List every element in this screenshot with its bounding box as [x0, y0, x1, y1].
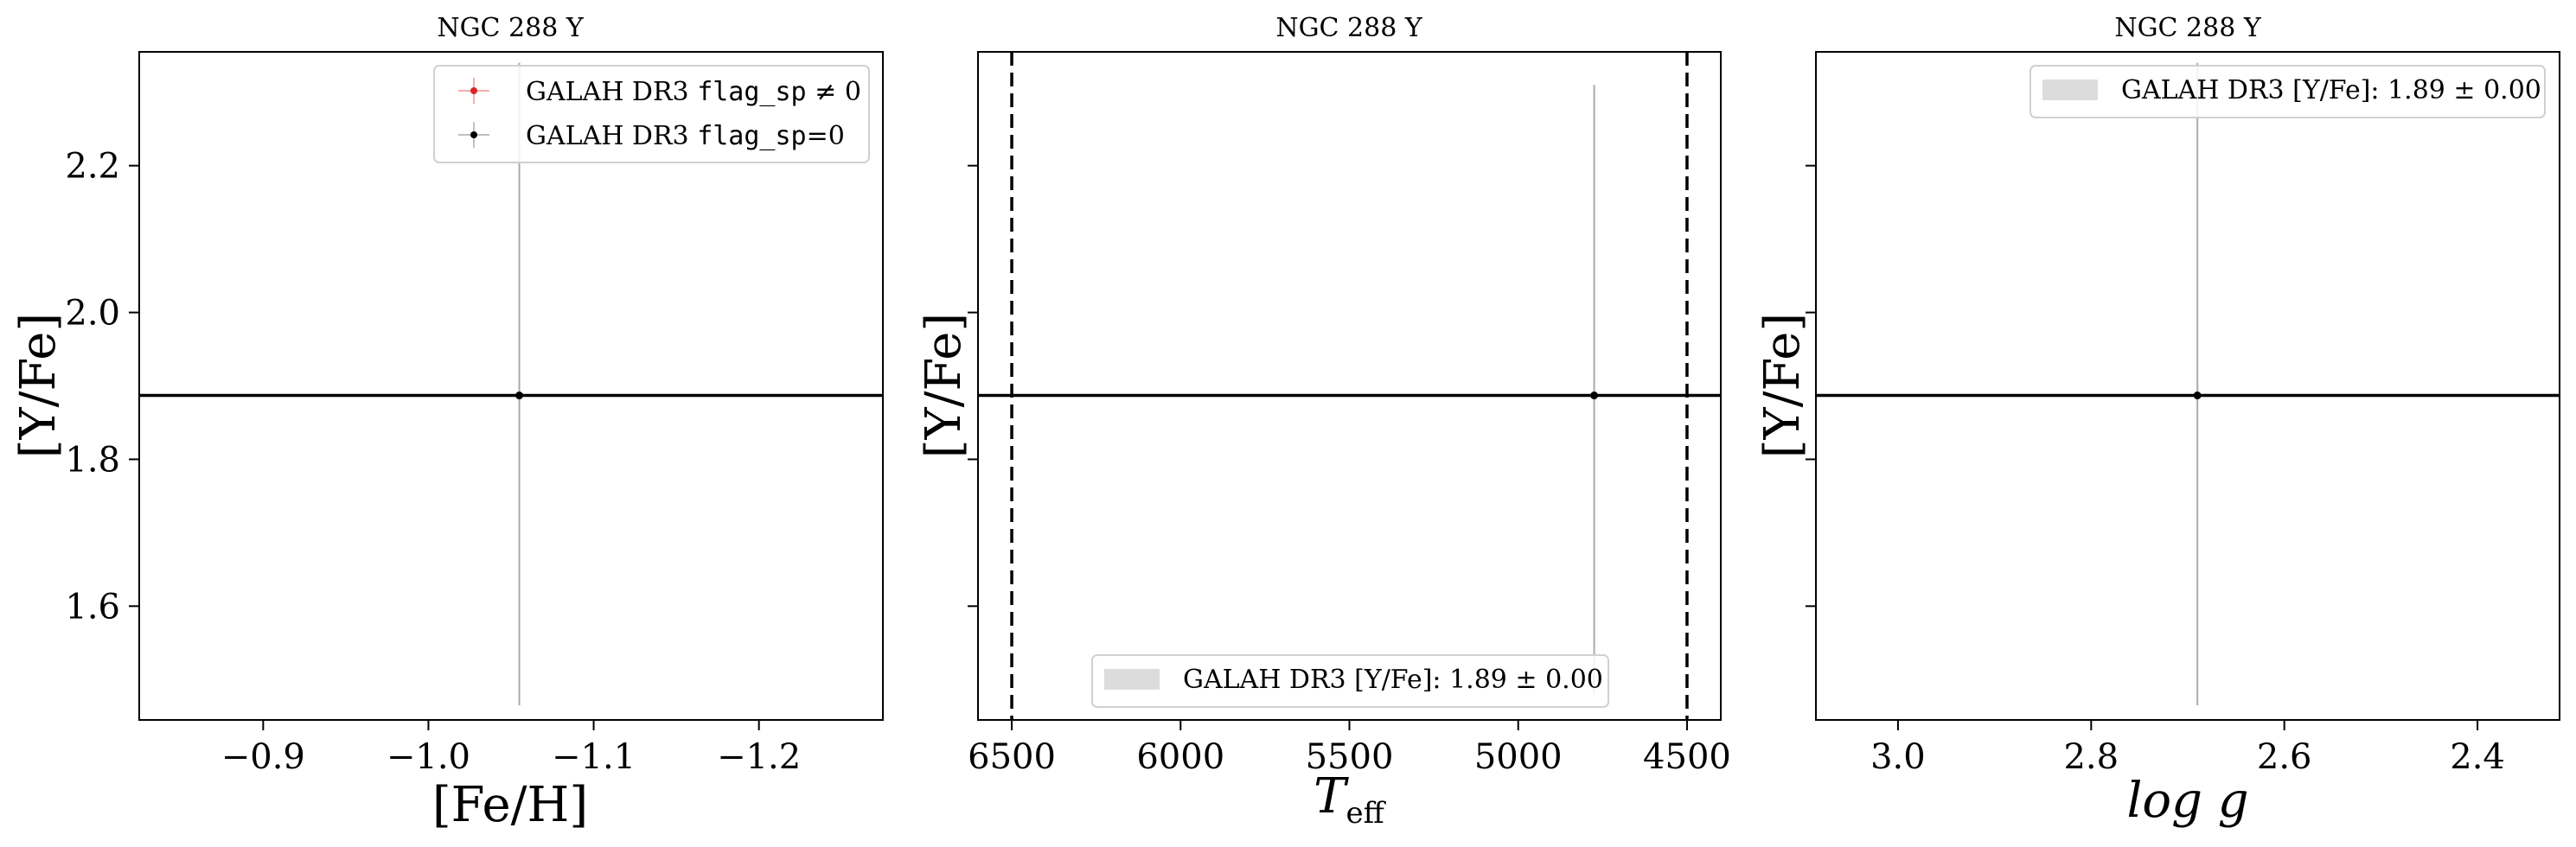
x-tick-label: −0.9 [221, 737, 305, 777]
panel-1-title: NGC 288 Y [437, 13, 585, 43]
x-tick-label: −1.0 [387, 737, 470, 777]
data-point [1590, 392, 1599, 400]
x-tick-label: 5000 [1474, 737, 1563, 777]
legend-patch [2042, 80, 2098, 100]
legend-entry-galah: GALAH DR3 [Y/Fe]: 1.89 ± 0.00 [2121, 75, 2541, 105]
data-point [2193, 392, 2202, 400]
panel-3-ticks: 3.0 2.8 2.6 2.4 [1806, 164, 2505, 777]
legend-marker-flag-nonzero [458, 78, 489, 104]
x-tick-label: 2.6 [2257, 737, 2312, 777]
panel-1-frame [138, 51, 884, 721]
panel-2-legend: GALAH DR3 [Y/Fe]: 1.89 ± 0.00 [1091, 654, 1609, 708]
panel-teff: NGC 288 Y 6500 6000 5500 5000 4500 GALAH DR3… [916, 13, 1731, 831]
panel-2-xlabel: Teff [1314, 768, 1386, 831]
panel-3-title: NGC 288 Y [2114, 13, 2262, 43]
legend-entry-prefix: GALAH DR3 [526, 77, 697, 107]
data-point [515, 392, 524, 400]
legend-box [433, 65, 870, 163]
x-tick-label: 2.4 [2450, 737, 2505, 777]
legend-entry-galah: GALAH DR3 [Y/Fe]: 1.89 ± 0.00 [1183, 665, 1603, 695]
legend-entry-suffix: =0 [807, 121, 845, 151]
panel-feh: NGC 288 Y −0.9 −1.0 −1.1 −1.2 1.6 1.8 2.0 2.2 G… [10, 13, 884, 833]
x-tick-label: 5500 [1306, 737, 1394, 777]
panel-3-xlabel: log g [2126, 773, 2248, 829]
legend-entry-prefix: GALAH DR3 [526, 121, 697, 151]
y-tick-label: 2.0 [65, 294, 120, 334]
panel-2-title: NGC 288 Y [1275, 13, 1423, 43]
legend-patch [1104, 669, 1160, 690]
panel-3-legend: GALAH DR3 [Y/Fe]: 1.89 ± 0.00 [2029, 65, 2546, 118]
panel-1-legend: GALAH DR3 flag_sp ≠ 0 GALAH DR3 flag_sp=… [433, 65, 870, 163]
x-tick-label: −1.2 [717, 737, 801, 777]
y-tick-label: 2.2 [65, 147, 120, 187]
y-tick-label: 1.8 [65, 440, 120, 480]
legend-box [2029, 65, 2546, 118]
xlabel-sub: eff [1346, 796, 1387, 831]
x-tick-label: 6500 [968, 737, 1056, 777]
panel-3-ylabel: [Y/Fe] [1755, 313, 1811, 458]
panel-2-ylabel: [Y/Fe] [916, 313, 972, 458]
legend-box [1091, 654, 1609, 708]
panel-2-frame [977, 51, 1722, 721]
panel-3-marks [1816, 62, 2560, 706]
xlabel-main: T [1314, 768, 1349, 825]
legend-entry-suffix: ≠ 0 [807, 77, 861, 107]
panel-3-frame [1815, 51, 2560, 721]
x-tick-label: −1.1 [552, 737, 636, 777]
x-tick-label: 6000 [1136, 737, 1224, 777]
x-tick-label: 3.0 [1870, 737, 1926, 777]
x-tick-label: 4500 [1643, 737, 1731, 777]
panel-2-ticks: 6500 6000 5500 5000 4500 [968, 164, 1731, 777]
panel-logg: NGC 288 Y 3.0 2.8 2.6 2.4 GALAH DR3 [Y/Fe]:… [1755, 13, 2560, 829]
panel-1-marks [139, 62, 883, 706]
panel-1-ylabel: [Y/Fe] [10, 313, 67, 458]
legend-entry-mono: flag_sp [697, 77, 806, 107]
x-tick-label: 2.8 [2063, 737, 2119, 777]
legend-entry-flag-zero: GALAH DR3 flag_sp=0 [526, 121, 845, 151]
legend-entry-mono: flag_sp [697, 121, 806, 151]
legend-entry-flag-nonzero: GALAH DR3 flag_sp ≠ 0 [526, 77, 861, 107]
panel-2-marks [978, 52, 1721, 720]
panel-1-ticks: −0.9 −1.0 −1.1 −1.2 1.6 1.8 2.0 2.2 [65, 147, 801, 777]
legend-marker-flag-zero [458, 122, 489, 148]
panel-1-xlabel: [Fe/H] [432, 777, 588, 833]
y-tick-label: 1.6 [65, 587, 120, 627]
